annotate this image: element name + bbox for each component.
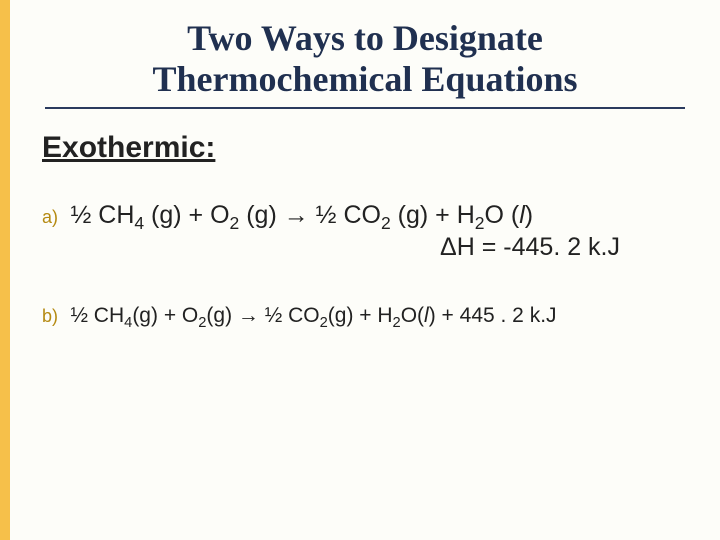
eq-a-s1: (g) + O <box>144 201 229 229</box>
arrow-icon: → <box>284 201 309 229</box>
eq-b-p1s: 2 <box>320 315 328 331</box>
eq-b-r1p: (g) + O <box>132 304 198 327</box>
slide-title: Two Ways to Designate Thermochemical Equ… <box>42 18 688 107</box>
eq-a-close: ) <box>525 201 533 229</box>
slide-content: Two Ways to Designate Thermochemical Equ… <box>10 0 720 540</box>
eq-b-r2p: (g) <box>206 304 238 327</box>
eq-b-ppre: ½ CO <box>259 304 320 327</box>
eq-b-p1p: (g) + H <box>328 304 393 327</box>
eq-a-frac: ½ <box>70 201 91 229</box>
list-marker-b: b) <box>42 306 66 327</box>
eq-a-r2-sub: 2 <box>230 213 240 233</box>
eq-b-frac: ½ <box>70 304 88 327</box>
arrow-icon: → <box>238 304 259 327</box>
eq-a-s2: (g) <box>239 201 283 229</box>
accent-bar <box>0 0 10 540</box>
eq-a-ps1: (g) + H <box>391 201 475 229</box>
equation-b-text: ½ CH4(g) + O2(g) → ½ CO2(g) + H2O(l) + 4… <box>70 304 556 327</box>
equation-a-line1: a) ½ CH4 (g) + O2 (g) → ½ CO2 (g) + H2O … <box>42 199 688 232</box>
eq-a-r1: CH <box>98 201 134 229</box>
equation-a-text: ½ CH4 (g) + O2 (g) → ½ CO2 (g) + H2O (l) <box>70 201 533 229</box>
title-underline <box>45 107 685 109</box>
eq-b-p2s: 2 <box>393 315 401 331</box>
eq-a-pfrac: ½ CO <box>309 201 381 229</box>
title-line-2: Thermochemical Equations <box>152 59 577 99</box>
title-line-1: Two Ways to Designate <box>187 18 543 58</box>
eq-a-r1-sub: 4 <box>134 213 144 233</box>
eq-a-p2-sub: 2 <box>475 213 485 233</box>
section-heading: Exothermic: <box>42 131 688 165</box>
list-marker-a: a) <box>42 207 66 228</box>
equation-a-dh: ΔH = -445. 2 k.J <box>42 233 688 262</box>
eq-b-pO: O( <box>401 304 424 327</box>
eq-b-r1: CH <box>88 304 124 327</box>
eq-b-close: ) + 445 . 2 k.J <box>429 304 557 327</box>
equation-b-block: b) ½ CH4(g) + O2(g) → ½ CO2(g) + H2O(l) … <box>42 302 688 329</box>
eq-a-p1-sub: 2 <box>381 213 391 233</box>
equation-a-block: a) ½ CH4 (g) + O2 (g) → ½ CO2 (g) + H2O … <box>42 199 688 263</box>
eq-a-pO: O ( <box>485 201 520 229</box>
